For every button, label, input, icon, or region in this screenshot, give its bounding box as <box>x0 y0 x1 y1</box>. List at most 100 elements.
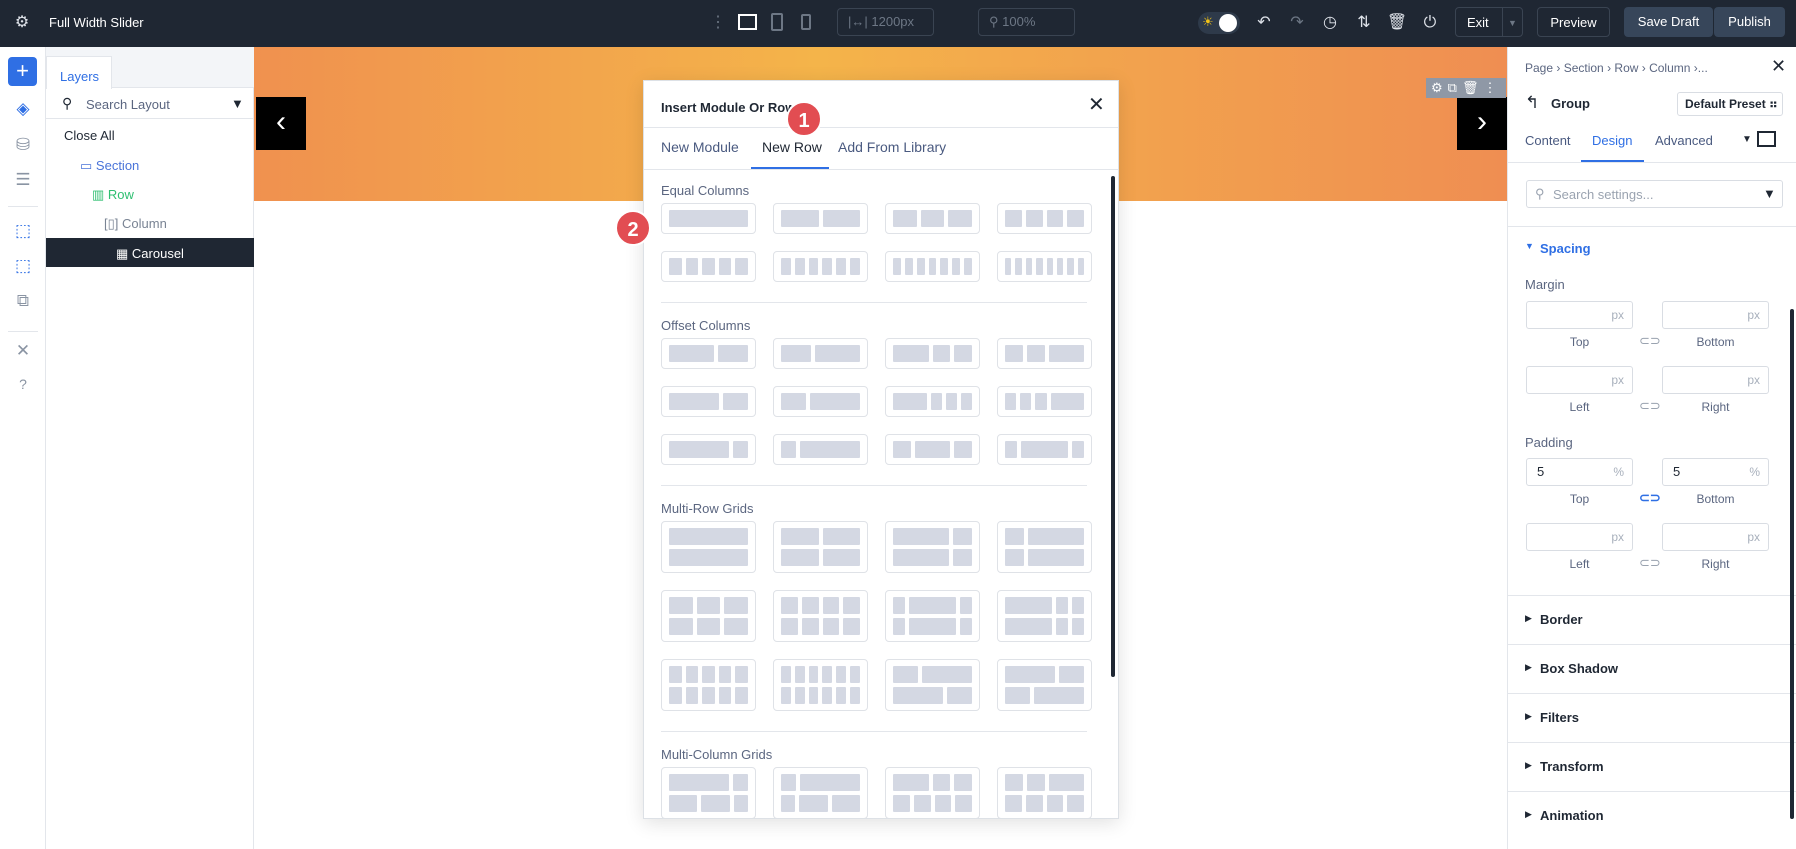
preset-dropdown[interactable]: Default Preset ⠶ <box>1677 92 1783 116</box>
caret-down-icon[interactable]: ▼ <box>1525 241 1534 251</box>
chevron-down-icon[interactable]: ▼ <box>1508 18 1517 28</box>
desktop-view-icon[interactable] <box>1757 131 1776 147</box>
row-layout-option[interactable] <box>661 590 756 642</box>
back-icon[interactable]: ↰ <box>1525 93 1540 112</box>
row-layout-option[interactable] <box>997 434 1092 465</box>
gear-icon[interactable]: ⚙ <box>14 14 30 31</box>
scrollbar[interactable] <box>1111 176 1115 677</box>
tab-layers[interactable]: Layers <box>46 56 112 89</box>
row-layout-option[interactable] <box>661 767 756 818</box>
more-vertical-icon[interactable]: ⋮ <box>710 14 726 31</box>
tab-new-module[interactable]: New Module <box>661 139 739 155</box>
row-layout-option[interactable] <box>661 386 756 417</box>
row-layout-option[interactable] <box>661 434 756 465</box>
row-layout-option[interactable] <box>885 251 980 282</box>
close-icon[interactable]: ✕ <box>1088 94 1105 116</box>
layers-search[interactable]: ⚲ Search Layout ▼ <box>46 89 254 119</box>
row-layout-option[interactable] <box>773 203 868 234</box>
row-layout-option[interactable] <box>773 386 868 417</box>
row-layout-option[interactable] <box>997 590 1092 642</box>
tab-add-from-library[interactable]: Add From Library <box>838 139 947 155</box>
trash-icon[interactable]: 🗑 <box>1386 14 1408 31</box>
add-icon[interactable]: + <box>8 57 37 86</box>
template-icon[interactable]: ⧉ <box>16 291 30 310</box>
caret-down-icon[interactable]: ▼ <box>1742 134 1752 145</box>
row-layout-option[interactable] <box>997 251 1092 282</box>
crumb[interactable]: Column <box>1649 61 1691 75</box>
row-layout-option[interactable] <box>773 767 868 818</box>
multi-select-icon[interactable]: ⬚ <box>14 256 32 275</box>
scrollbar[interactable] <box>1790 309 1794 819</box>
filter-icon[interactable]: ▼ <box>1763 186 1776 201</box>
row-layout-option[interactable] <box>885 590 980 642</box>
accordion-filters[interactable]: ▶ Filters <box>1508 693 1796 742</box>
crumb[interactable]: Section <box>1563 61 1604 75</box>
row-layout-option[interactable] <box>885 521 980 573</box>
link-icon[interactable]: ⊂⊃ <box>1639 490 1661 505</box>
row-layout-option[interactable] <box>661 203 756 234</box>
layer-section[interactable]: ▭ Section <box>80 158 139 174</box>
preview-button[interactable]: Preview <box>1537 7 1610 37</box>
save-draft-button[interactable]: Save Draft <box>1624 7 1713 37</box>
module-toolbar[interactable]: ⚙⧉🗑⋮ <box>1426 78 1506 98</box>
tab-advanced[interactable]: Advanced <box>1655 133 1713 148</box>
row-layout-option[interactable] <box>773 521 868 573</box>
help-icon[interactable]: ? <box>19 376 27 392</box>
undo-icon[interactable]: ↶ <box>1257 14 1271 31</box>
margin-bottom-input[interactable]: px <box>1662 301 1769 329</box>
tab-content[interactable]: Content <box>1525 133 1571 148</box>
history-icon[interactable]: ◷ <box>1323 14 1337 31</box>
crumb[interactable]: ... <box>1697 61 1708 75</box>
slider-next-arrow[interactable]: › <box>1457 97 1507 150</box>
row-layout-option[interactable] <box>773 338 868 369</box>
tablet-icon[interactable] <box>771 13 783 31</box>
row-layout-option[interactable] <box>661 659 756 711</box>
layout-icon[interactable]: ☰ <box>15 170 31 189</box>
row-layout-option[interactable] <box>997 521 1092 573</box>
row-layout-option[interactable] <box>773 251 868 282</box>
database-icon[interactable]: ⛁ <box>15 135 31 154</box>
power-icon[interactable]: ⏻ <box>1423 14 1437 31</box>
accordion-box-shadow[interactable]: ▶ Box Shadow <box>1508 644 1796 693</box>
margin-right-input[interactable]: px <box>1662 366 1769 394</box>
tab-new-row[interactable]: New Row <box>762 139 822 155</box>
accordion-transform[interactable]: ▶ Transform <box>1508 742 1796 791</box>
layer-row[interactable]: ▥ Row <box>92 187 134 203</box>
row-layout-option[interactable] <box>661 338 756 369</box>
row-layout-option[interactable] <box>885 203 980 234</box>
slider-prev-arrow[interactable]: ‹ <box>256 97 306 150</box>
padding-top-input[interactable]: 5% <box>1526 458 1633 486</box>
row-layout-option[interactable] <box>997 203 1092 234</box>
row-layout-option[interactable] <box>885 434 980 465</box>
row-layout-option[interactable] <box>885 659 980 711</box>
close-icon[interactable]: ✕ <box>1771 56 1787 76</box>
exit-button[interactable]: Exit ▼ <box>1455 7 1523 37</box>
layer-column[interactable]: [▯] Column <box>104 216 167 232</box>
margin-left-input[interactable]: px <box>1526 366 1633 394</box>
unlink-icon[interactable]: ⊂⊃ <box>1639 333 1661 348</box>
row-layout-option[interactable] <box>997 659 1092 711</box>
row-layout-option[interactable] <box>773 590 868 642</box>
row-layout-option[interactable] <box>885 767 980 818</box>
crumb[interactable]: Page <box>1525 61 1554 75</box>
theme-toggle[interactable]: ☀ <box>1198 12 1240 34</box>
row-layout-option[interactable] <box>885 386 980 417</box>
padding-bottom-input[interactable]: 5% <box>1662 458 1769 486</box>
spacing-heading[interactable]: Spacing <box>1540 241 1591 256</box>
margin-top-input[interactable]: px <box>1526 301 1633 329</box>
filter-icon[interactable]: ▼ <box>231 96 244 111</box>
redo-icon[interactable]: ↷ <box>1290 14 1304 31</box>
unlink-icon[interactable]: ⊂⊃ <box>1639 555 1661 570</box>
zoom-input[interactable]: ⚲ 100% <box>978 8 1075 36</box>
row-layout-option[interactable] <box>661 521 756 573</box>
row-layout-option[interactable] <box>997 767 1092 818</box>
row-layout-option[interactable] <box>773 434 868 465</box>
row-layout-option[interactable] <box>997 386 1092 417</box>
unlink-icon[interactable]: ⊂⊃ <box>1639 398 1661 413</box>
sort-icon[interactable]: ⇅ <box>1357 14 1371 31</box>
settings-search[interactable]: ⚲ Search settings... ▼ <box>1526 180 1783 208</box>
row-layout-option[interactable] <box>661 251 756 282</box>
desktop-icon[interactable] <box>738 14 757 30</box>
accordion-animation[interactable]: ▶ Animation <box>1508 791 1796 840</box>
publish-button[interactable]: Publish <box>1714 7 1785 37</box>
